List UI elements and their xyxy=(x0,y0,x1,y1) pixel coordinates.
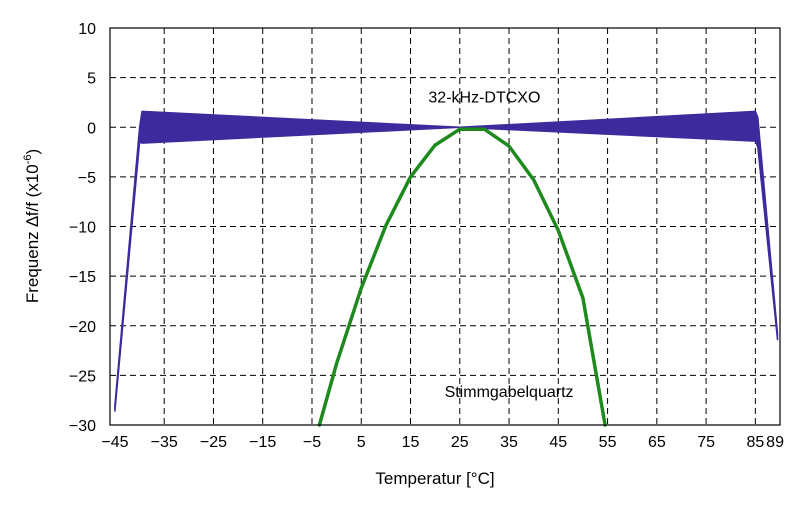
y-tick-label: −10 xyxy=(69,220,96,237)
x-tick-label: 85 xyxy=(746,434,764,451)
x-tick-label: −35 xyxy=(151,434,178,451)
y-tick-label: 5 xyxy=(87,71,96,88)
series-layer xyxy=(114,110,779,427)
x-tick-label: −15 xyxy=(249,434,276,451)
x-tick-label: −25 xyxy=(200,434,227,451)
x-tick-label: 45 xyxy=(549,434,567,451)
y-axis-title: Frequenz ∆f/f (x10-6) xyxy=(22,149,42,303)
x-tick-label: 5 xyxy=(357,434,366,451)
y-tick-label: 10 xyxy=(78,21,96,38)
y-tick-label: −25 xyxy=(69,368,96,385)
x-tick-label: −45 xyxy=(101,434,128,451)
y-tick-label: −5 xyxy=(78,170,96,187)
x-tick-label: 89 xyxy=(766,434,784,451)
x-tick-label: 15 xyxy=(402,434,420,451)
x-tick-label: 65 xyxy=(648,434,666,451)
y-tick-label: −20 xyxy=(69,319,96,336)
y-tick-label: 0 xyxy=(87,120,96,137)
x-axis-title: Temperatur [°C] xyxy=(375,469,494,488)
x-tick-label: 35 xyxy=(500,434,518,451)
y-axis-title-exponent: -6 xyxy=(22,154,34,164)
series-annotation: Stimmgabelquartz xyxy=(445,384,574,401)
y-tick-labels: 10 5 0 −5 −10 −15 −20 −25 −30 xyxy=(69,21,96,435)
y-tick-label: −30 xyxy=(69,418,96,435)
x-tick-label: −5 xyxy=(303,434,321,451)
annotations: 32-kHz-DTCXO Stimmgabelquartz xyxy=(428,89,573,401)
x-tick-labels: −45 −35 −25 −15 −5 5 15 25 35 45 55 65 75 85 89 xyxy=(101,434,784,451)
y-axis-title-main: Frequenz ∆f/f (x10 xyxy=(23,164,42,303)
x-tick-label: 25 xyxy=(451,434,469,451)
y-axis-title-close: ) xyxy=(23,149,42,155)
x-grid xyxy=(163,28,756,425)
series-stimmgabelquartz-line xyxy=(317,127,607,427)
x-tick-label: 55 xyxy=(599,434,617,451)
plot-frame xyxy=(109,27,781,426)
y-tick-label: −15 xyxy=(69,269,96,286)
series-annotation: 32-kHz-DTCXO xyxy=(428,89,540,106)
x-tick-label: 75 xyxy=(697,434,715,451)
series-dtcxo-band xyxy=(114,110,779,412)
